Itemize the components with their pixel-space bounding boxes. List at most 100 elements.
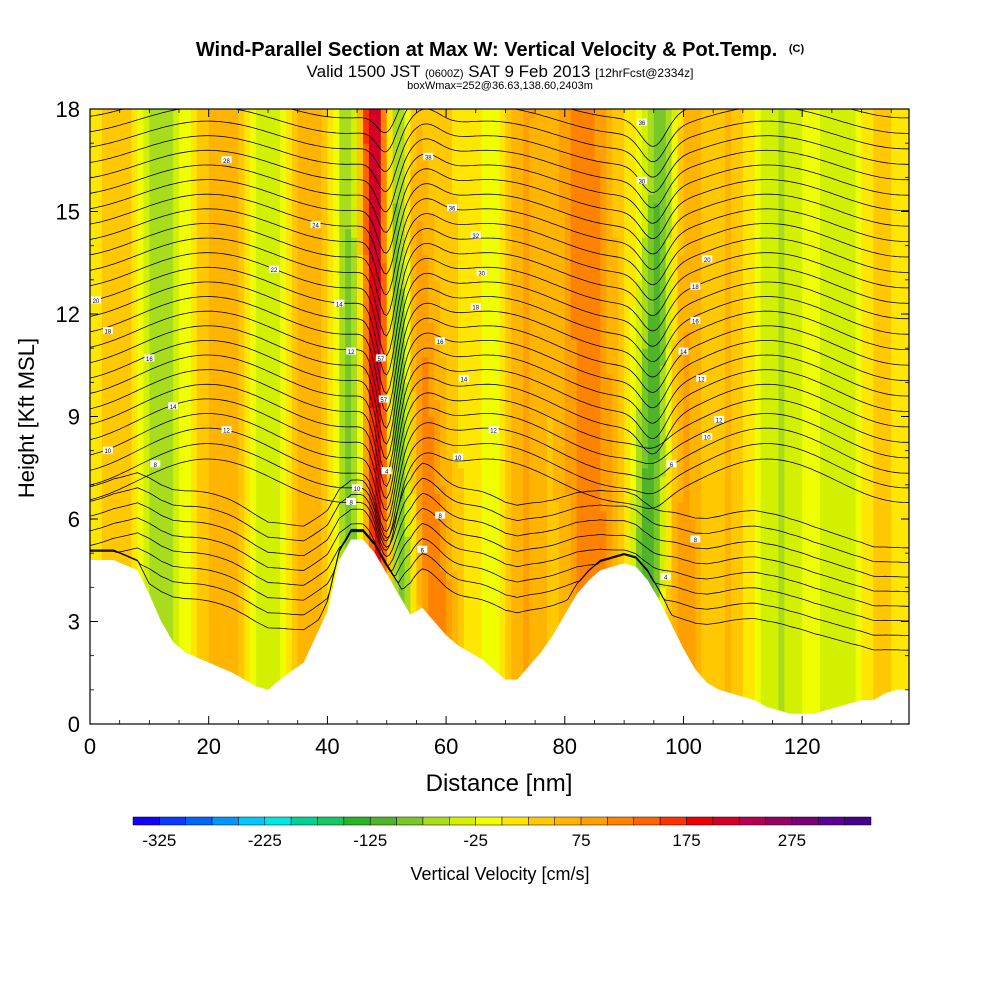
- velocity-cell: [149, 160, 156, 170]
- velocity-cell: [291, 578, 299, 588]
- velocity-cell: [351, 339, 358, 349]
- velocity-cell: [149, 348, 156, 358]
- velocity-cell: [226, 595, 234, 606]
- velocity-cell: [327, 527, 334, 537]
- velocity-cell: [262, 527, 269, 537]
- velocity-cell: [131, 143, 139, 153]
- velocity-cell: [463, 501, 471, 512]
- velocity-cell: [208, 228, 216, 238]
- velocity-cell: [202, 339, 210, 349]
- velocity-cell: [107, 390, 115, 401]
- velocity-cell: [119, 348, 127, 358]
- velocity-cell: [499, 612, 507, 623]
- velocity-cell: [95, 348, 103, 358]
- velocity-cell: [440, 459, 447, 469]
- velocity-cell: [428, 305, 435, 315]
- velocity-cell: [196, 399, 204, 409]
- velocity-cell: [95, 177, 103, 187]
- velocity-cell: [101, 373, 109, 383]
- velocity-cell: [125, 271, 133, 281]
- velocity-cell: [101, 254, 109, 264]
- velocity-cell: [363, 450, 370, 460]
- velocity-cell: [143, 510, 150, 520]
- velocity-cell: [95, 493, 103, 503]
- velocity-cell: [291, 356, 299, 366]
- velocity-cell: [321, 322, 328, 332]
- velocity-cell: [398, 228, 406, 238]
- velocity-cell: [226, 484, 234, 494]
- velocity-cell: [321, 160, 328, 170]
- velocity-cell: [107, 365, 115, 375]
- velocity-cell: [345, 501, 352, 512]
- velocity-cell: [244, 237, 251, 247]
- velocity-cell: [131, 339, 139, 349]
- velocity-cell: [167, 220, 174, 230]
- velocity-cell: [446, 279, 453, 289]
- velocity-cell: [297, 612, 305, 623]
- velocity-cell: [137, 109, 145, 119]
- velocity-cell: [392, 211, 400, 221]
- velocity-cell: [410, 305, 418, 315]
- velocity-cell: [113, 279, 121, 289]
- velocity-cell: [214, 544, 222, 554]
- velocity-cell: [321, 553, 328, 563]
- velocity-cell: [202, 612, 210, 623]
- velocity-cell: [487, 134, 495, 144]
- velocity-cell: [434, 536, 441, 546]
- velocity-cell: [452, 117, 459, 127]
- velocity-cell: [214, 305, 222, 315]
- velocity-cell: [321, 314, 328, 324]
- velocity-cell: [279, 237, 287, 247]
- velocity-cell: [90, 536, 97, 546]
- velocity-cell: [374, 501, 382, 512]
- velocity-cell: [244, 630, 251, 640]
- velocity-cell: [392, 194, 400, 204]
- velocity-cell: [250, 305, 257, 315]
- velocity-cell: [380, 254, 388, 264]
- velocity-cell: [398, 578, 406, 588]
- velocity-cell: [446, 211, 453, 221]
- velocity-cell: [179, 151, 186, 161]
- velocity-cell: [428, 442, 435, 452]
- velocity-cell: [196, 288, 204, 298]
- velocity-cell: [410, 194, 418, 204]
- velocity-cell: [285, 151, 293, 161]
- velocity-cell: [208, 151, 216, 161]
- velocity-cell: [463, 202, 471, 213]
- velocity-cell: [363, 211, 370, 221]
- velocity-cell: [363, 228, 370, 238]
- velocity-cell: [416, 561, 423, 571]
- velocity-cell: [214, 202, 222, 213]
- velocity-cell: [161, 519, 168, 529]
- velocity-cell: [173, 425, 180, 435]
- velocity-cell: [321, 433, 328, 443]
- velocity-cell: [469, 510, 477, 520]
- velocity-cell: [214, 595, 222, 606]
- velocity-cell: [95, 519, 103, 529]
- velocity-cell: [190, 425, 198, 435]
- velocity-cell: [131, 493, 139, 503]
- velocity-cell: [131, 416, 139, 426]
- velocity-cell: [273, 271, 281, 281]
- velocity-cell: [404, 493, 412, 503]
- velocity-cell: [434, 288, 441, 298]
- velocity-cell: [416, 570, 423, 580]
- velocity-cell: [196, 604, 204, 614]
- velocity-cell: [196, 339, 204, 349]
- velocity-cell: [297, 390, 305, 401]
- velocity-cell: [262, 630, 269, 640]
- velocity-cell: [321, 501, 328, 512]
- velocity-cell: [303, 510, 311, 520]
- velocity-cell: [392, 168, 400, 178]
- velocity-cell: [351, 202, 358, 213]
- velocity-cell: [113, 407, 121, 418]
- velocity-cell: [256, 143, 263, 153]
- velocity-cell: [196, 587, 204, 597]
- velocity-cell: [345, 109, 352, 119]
- velocity-cell: [416, 416, 423, 426]
- velocity-cell: [291, 194, 299, 204]
- velocity-cell: [463, 493, 471, 503]
- velocity-cell: [487, 390, 495, 401]
- velocity-cell: [422, 331, 429, 341]
- velocity-cell: [410, 519, 418, 529]
